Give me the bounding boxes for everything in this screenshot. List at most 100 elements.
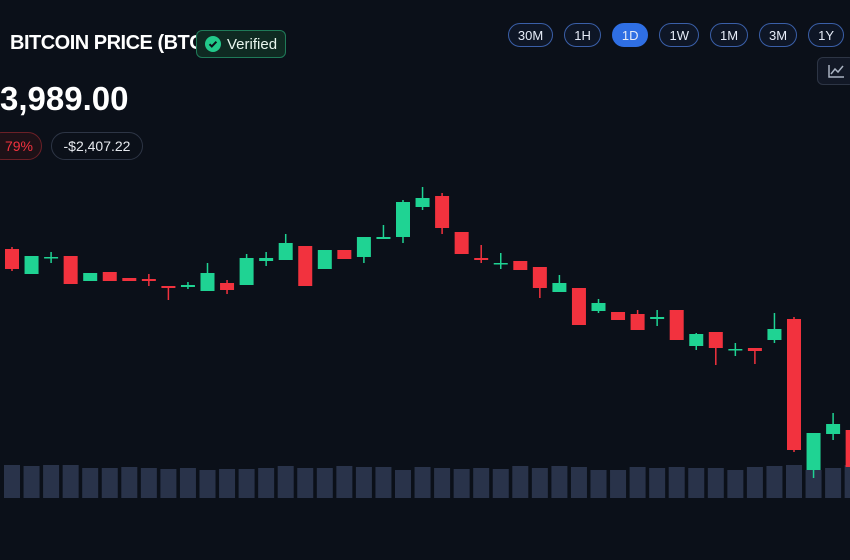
candle-body — [552, 283, 567, 292]
change-amount: -$2,407.22 — [51, 132, 143, 160]
candle-body — [513, 261, 528, 270]
candle-body — [396, 202, 410, 237]
candle-body — [356, 237, 371, 257]
candle-body — [689, 334, 704, 346]
candle-body — [102, 272, 117, 281]
volume-bar — [531, 468, 548, 498]
candle-body — [24, 256, 39, 274]
volume-bar — [23, 466, 40, 498]
volume-bar — [629, 467, 646, 498]
volume-bar — [219, 469, 236, 498]
timeframe-button[interactable]: 1H — [564, 23, 601, 47]
volume-bar — [512, 466, 529, 498]
volume-bar — [707, 468, 724, 498]
volume-bar — [199, 470, 216, 498]
chart-type-button[interactable] — [817, 57, 850, 85]
candle-body — [239, 258, 254, 285]
candle-body — [180, 285, 195, 287]
volume-bar — [4, 465, 20, 498]
volume-bar — [355, 467, 372, 498]
candle-body — [474, 258, 489, 260]
badge-text: Verified — [227, 35, 278, 53]
volume-bar — [375, 467, 392, 498]
candle-body — [571, 288, 586, 325]
candle-body — [122, 278, 137, 281]
volume-bar — [492, 469, 509, 498]
volume-bar — [805, 470, 822, 498]
title: BITCOIN PRICE (BTC) — [10, 32, 210, 54]
candle-body — [317, 250, 332, 269]
candle-body — [63, 256, 78, 284]
candle-body — [5, 249, 19, 269]
volume-bar — [160, 469, 177, 498]
candle-body — [259, 258, 274, 261]
volume-bar — [82, 468, 99, 498]
volume-bar — [238, 469, 255, 498]
candle-body — [806, 433, 821, 470]
candle-body — [728, 349, 743, 351]
candle-body — [298, 246, 313, 286]
candle-body — [747, 348, 762, 351]
timeframe-button[interactable]: 1W — [659, 23, 699, 47]
volume-bar — [610, 470, 627, 498]
volume-bar — [336, 466, 353, 498]
timeframe-button[interactable]: 1M — [709, 23, 749, 47]
volume-bar — [277, 466, 294, 498]
volume-bar — [453, 469, 470, 498]
volume-bar — [258, 468, 275, 498]
volume-bar — [297, 468, 314, 498]
candle-body — [161, 286, 176, 288]
candle-body — [669, 310, 684, 340]
change-percent: 79% — [0, 132, 42, 160]
candle-body — [337, 250, 352, 259]
volume-bar — [786, 465, 802, 498]
candle-body — [141, 279, 156, 281]
volume-bar — [570, 467, 587, 498]
timeframe-button[interactable]: 1D — [611, 23, 649, 47]
timeframe-button[interactable]: 1Y — [808, 23, 844, 47]
candle-body — [708, 332, 723, 348]
candle-body — [650, 317, 665, 319]
candle-body — [83, 273, 98, 281]
volume-bar — [140, 468, 157, 498]
volume-bar — [62, 465, 79, 498]
verified-badge: Verified — [196, 30, 286, 58]
volume-bar — [688, 468, 705, 498]
candle-body — [493, 263, 508, 265]
timeframe-bar: 30M 1H 1D 1W 1M 3M 1Y — [507, 23, 844, 47]
candle-body — [200, 273, 215, 291]
volume-bar — [121, 467, 138, 498]
candle-body — [44, 257, 59, 259]
volume-bar — [101, 468, 118, 498]
timeframe-button[interactable]: 30M — [507, 23, 554, 47]
candle-body — [220, 283, 235, 290]
volume-bar — [590, 470, 607, 498]
chart-icon — [828, 65, 844, 78]
volume-bar — [316, 468, 333, 498]
volume-bar — [551, 466, 568, 498]
candle-body — [826, 424, 841, 434]
timeframe-button[interactable]: 3M — [759, 23, 798, 47]
volume-bar — [649, 468, 666, 498]
candle-body — [532, 267, 547, 288]
check-icon — [205, 36, 221, 52]
candle-body — [767, 329, 782, 340]
candle-body — [435, 196, 450, 228]
candle-body — [611, 312, 626, 320]
volume-bar — [179, 468, 196, 498]
price: 3,989.00 — [0, 80, 129, 117]
candle-body — [415, 198, 430, 207]
candle-body — [454, 232, 469, 254]
candle-body — [278, 243, 293, 260]
volume-bar — [825, 468, 842, 498]
volume-bar — [727, 470, 744, 498]
candle-body — [787, 319, 801, 450]
candle-body — [630, 314, 645, 330]
volume-bar — [414, 467, 431, 498]
volume-bar — [766, 466, 783, 498]
volume-bar — [844, 465, 850, 498]
volume-bar — [746, 467, 763, 498]
candle-body — [845, 430, 850, 467]
